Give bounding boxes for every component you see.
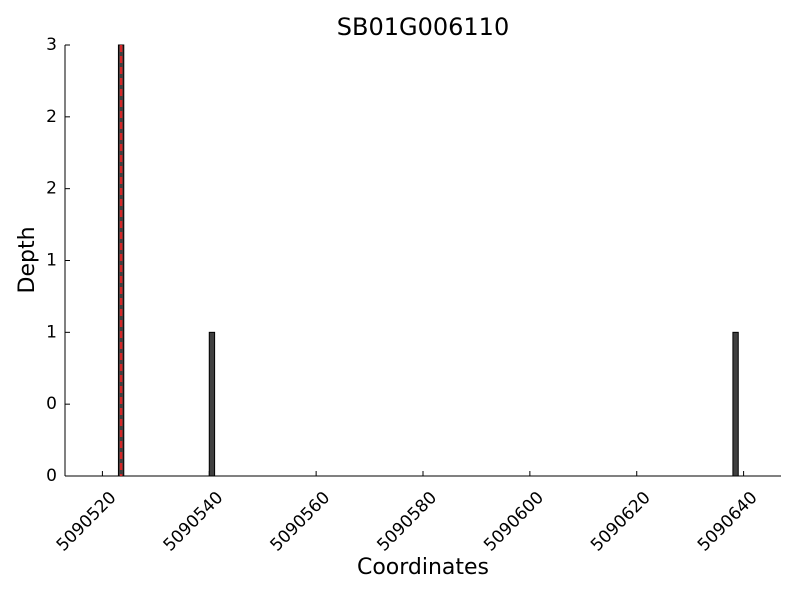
bar (732, 331, 739, 477)
x-axis-label: Coordinates (357, 555, 489, 580)
x-tick-label: 5090640 (694, 488, 762, 556)
x-tick-label: 5090580 (373, 488, 441, 556)
y-tick-label: 1 (46, 251, 57, 271)
y-tick-label: 0 (46, 466, 57, 486)
chart-title: SB01G006110 (337, 13, 509, 41)
x-tick-label: 5090520 (53, 488, 121, 556)
y-tick-label: 2 (46, 107, 57, 127)
y-axis-label: Depth (15, 226, 40, 293)
bar (208, 331, 216, 477)
y-tick-label: 2 (46, 179, 57, 199)
x-tick-label: 5090620 (587, 488, 655, 556)
y-tick-label: 1 (46, 322, 57, 342)
y-tick-label: 3 (46, 35, 57, 55)
x-tick-label: 5090540 (160, 488, 228, 556)
x-tick-label: 5090560 (266, 488, 334, 556)
x-tick-label: 5090600 (480, 488, 548, 556)
y-tick-label: 0 (46, 394, 57, 414)
